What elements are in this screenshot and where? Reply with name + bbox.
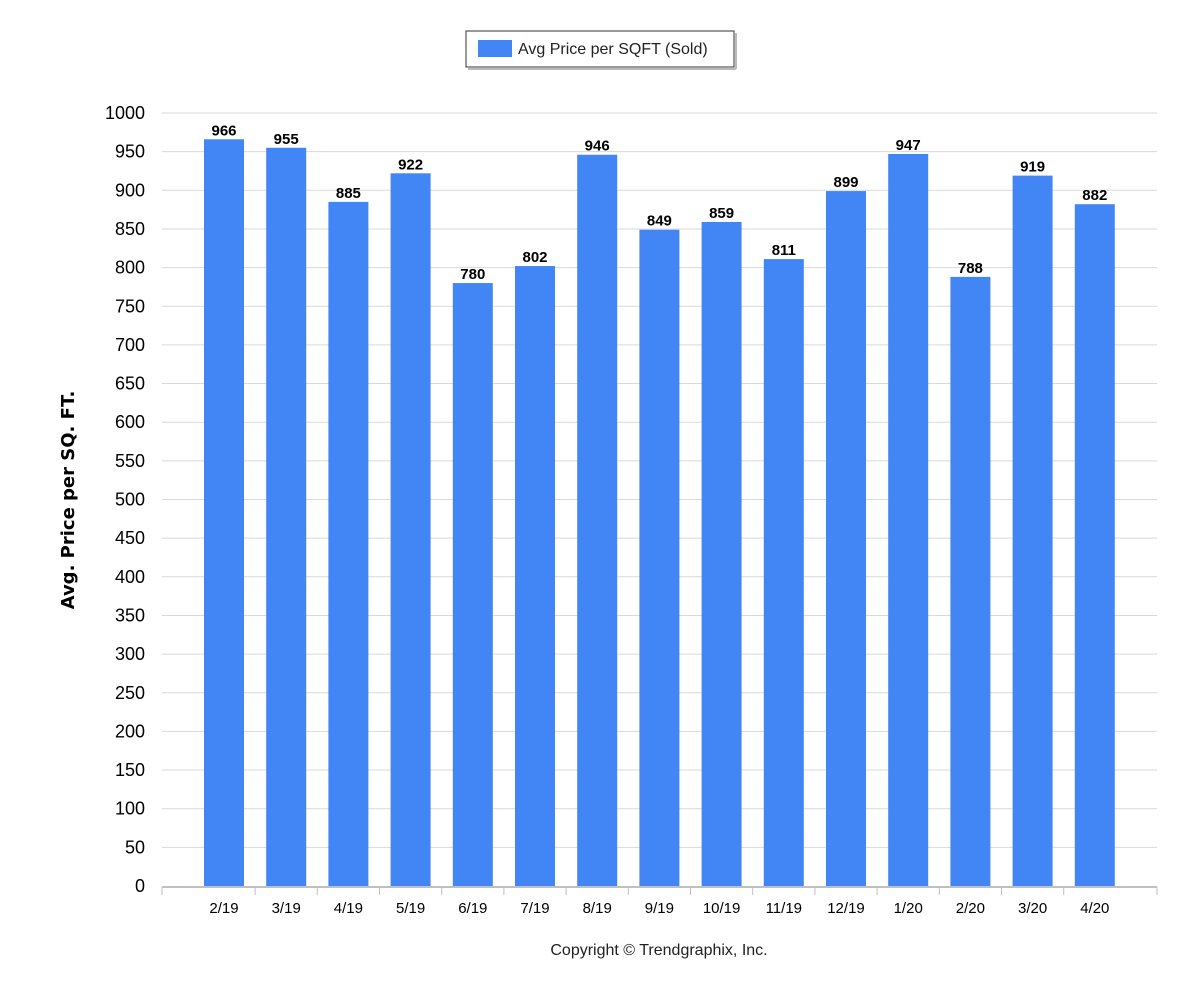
y-tick-label: 450 — [115, 528, 145, 548]
data-labels: 966 955 885 922 780 802 946 849 859 811 899 947 788 9… — [211, 122, 1107, 283]
bar-value-label: 849 — [647, 213, 672, 230]
x-tick-label: 2/19 — [209, 900, 238, 917]
bar-value-label: 859 — [709, 205, 734, 222]
bar[interactable] — [701, 221, 742, 887]
bar[interactable] — [390, 173, 431, 886]
legend-label: Avg Price per SQFT (Sold) — [518, 41, 708, 58]
bar[interactable] — [328, 201, 369, 886]
bar[interactable] — [826, 191, 866, 886]
bar-value-label: 922 — [398, 156, 423, 173]
bar[interactable] — [1074, 204, 1115, 887]
bar[interactable] — [888, 153, 929, 886]
bars — [204, 139, 1115, 887]
bar-value-label: 885 — [336, 185, 361, 202]
y-tick-label: 750 — [115, 296, 145, 316]
bar-value-label: 802 — [522, 249, 547, 266]
y-tick-label: 1000 — [105, 103, 145, 123]
bar[interactable] — [763, 259, 804, 886]
bar[interactable] — [515, 266, 555, 887]
y-tick-label: 0 — [135, 876, 145, 896]
bar-value-label: 899 — [833, 174, 858, 191]
bar-value-label: 955 — [274, 131, 299, 148]
legend-swatch — [478, 40, 512, 57]
y-tick-label: 200 — [115, 721, 145, 741]
bar-value-label: 919 — [1020, 159, 1045, 176]
bar-value-label: 966 — [211, 122, 236, 139]
y-tick-label: 600 — [115, 412, 145, 432]
bar[interactable] — [639, 229, 680, 886]
x-tick-label: 8/19 — [583, 900, 612, 917]
x-tick-label: 10/19 — [703, 900, 741, 917]
y-tick-label: 800 — [115, 258, 145, 278]
y-tick-label: 900 — [115, 180, 145, 200]
bar[interactable] — [204, 139, 244, 887]
y-tick-label: 100 — [115, 799, 145, 819]
x-tick-label: 5/19 — [396, 900, 425, 917]
y-tick-label: 150 — [115, 760, 145, 780]
x-tick-label: 4/19 — [334, 900, 363, 917]
bar-value-label: 780 — [460, 266, 485, 283]
bar-value-label: 946 — [585, 138, 610, 155]
x-tick-label: 7/19 — [520, 900, 549, 917]
x-axis — [161, 886, 1158, 895]
bar-value-label: 947 — [896, 137, 921, 154]
y-axis-tick-labels: 0 50 100 150 200 250 300 350 400 450 500 550 600 650 7… — [105, 103, 145, 896]
bar[interactable] — [452, 283, 493, 886]
y-axis-label: Avg. Price per SQ. FT. — [58, 391, 79, 610]
y-tick-label: 700 — [115, 335, 145, 355]
y-tick-label: 300 — [115, 644, 145, 664]
y-tick-label: 50 — [125, 837, 145, 857]
y-tick-label: 400 — [115, 567, 145, 587]
x-tick-label: 2/20 — [956, 900, 985, 917]
x-tick-label: 1/20 — [894, 900, 923, 917]
x-tick-label: 6/19 — [458, 900, 487, 917]
y-tick-label: 650 — [115, 374, 145, 394]
legend[interactable]: Avg Price per SQFT (Sold) — [465, 30, 737, 70]
x-tick-label: 3/20 — [1018, 900, 1047, 917]
y-tick-label: 950 — [115, 142, 145, 162]
y-tick-label: 500 — [115, 490, 145, 510]
y-tick-label: 850 — [115, 219, 145, 239]
bar[interactable] — [266, 147, 307, 886]
x-tick-label: 4/20 — [1080, 900, 1109, 917]
x-tick-label: 11/19 — [766, 900, 802, 917]
x-tick-label: 3/19 — [272, 900, 301, 917]
bar-value-label: 811 — [772, 242, 796, 259]
bar-value-label: 882 — [1082, 187, 1107, 204]
x-tick-label: 9/19 — [645, 900, 674, 917]
x-tick-label: 12/19 — [827, 900, 865, 917]
bar-value-label: 788 — [958, 260, 983, 277]
copyright-text: Copyright © Trendgraphix, Inc. — [550, 942, 767, 959]
y-tick-label: 550 — [115, 451, 145, 471]
x-axis-tick-labels: 2/19 3/19 4/19 5/19 6/19 7/19 8/19 9/19 10/19 11/… — [209, 900, 1109, 917]
y-tick-label: 350 — [115, 605, 145, 625]
y-tick-label: 250 — [115, 683, 145, 703]
bar[interactable] — [950, 276, 991, 887]
bar[interactable] — [1012, 175, 1053, 886]
bar[interactable] — [577, 154, 618, 886]
